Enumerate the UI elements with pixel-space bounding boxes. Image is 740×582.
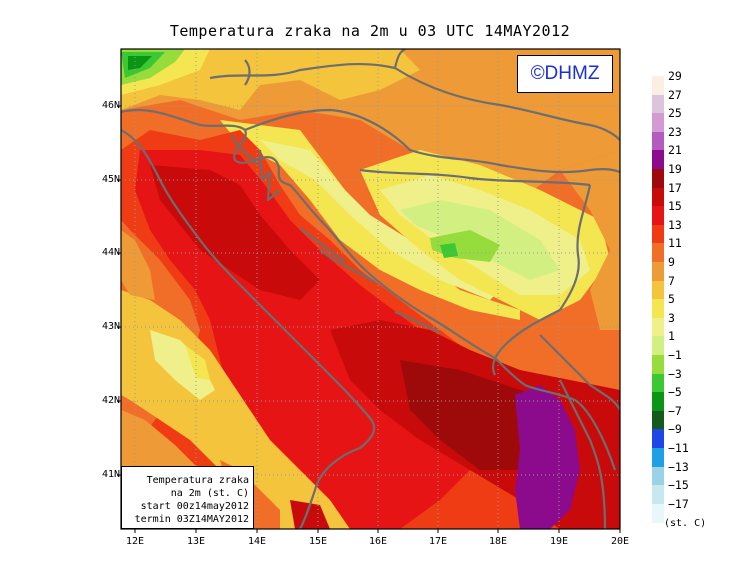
legend-label: −17 [668,496,689,511]
legend-swatch [652,113,664,133]
info-box: Temperatura zraka na 2m (st. C) start 00… [121,466,254,529]
legend-label: −9 [668,422,682,437]
legend-swatch [652,317,664,337]
lat-label-45n: 45N [101,174,120,185]
lon-label-13e: 13E [186,536,206,547]
lat-label-42n: 42N [101,395,120,406]
lon-label-15e: 15E [308,536,328,547]
legend-swatch [652,280,664,300]
legend-swatch [652,206,664,226]
legend-swatch [652,485,664,505]
legend-label: −3 [668,366,682,381]
lat-label-43n: 43N [101,321,120,332]
legend-label: 21 [668,143,682,158]
legend-swatch [652,448,664,467]
legend-label: 19 [668,162,682,176]
legend-label: −11 [668,441,689,455]
legend-swatch [652,503,664,523]
legend-label: 17 [668,180,682,195]
info-line-2: na 2m (st. C) [170,488,249,499]
info-line-4: termin 03Z14MAY2012 [134,514,249,525]
legend-swatch [652,169,664,188]
legend-swatch [652,224,664,244]
legend-label: 7 [668,273,675,288]
info-line-3: start 00z14may2012 [140,501,249,512]
legend-swatch [652,94,664,114]
legend-swatch [652,243,664,263]
lon-label-14e: 14E [247,536,267,547]
legend-label: 27 [668,87,682,102]
legend-label: 15 [668,199,682,214]
temperature-field [121,49,620,529]
legend-label: −15 [668,478,689,493]
lon-label-16e: 16E [368,536,388,547]
legend-swatch [652,355,664,374]
lon-label-12e: 12E [125,536,145,547]
legend-swatch [652,466,664,486]
legend-label: −13 [668,459,689,474]
legend-label: 5 [668,292,675,307]
legend-label: −7 [668,403,682,418]
map-frame [120,48,621,530]
graticule [121,49,620,529]
legend-swatch [652,392,664,412]
legend-swatch [652,410,664,430]
legend-label: 25 [668,106,682,121]
map-title: Temperatura zraka na 2m u 03 UTC 14MAY20… [169,22,571,40]
legend-swatch [652,373,664,393]
legend-label: 3 [668,310,675,325]
legend-swatch [652,76,664,95]
legend-swatch [652,187,664,207]
legend-swatch [652,262,664,281]
legend-label: 23 [668,124,682,139]
legend-label: −1 [668,348,682,362]
legend-label: 13 [668,217,682,232]
legend-label: 1 [668,329,675,344]
lon-label-19e: 19E [549,536,569,547]
lat-label-41n: 41N [101,469,120,480]
legend-label: 9 [668,255,675,269]
legend-swatch [652,429,664,449]
lon-label-20e: 20E [610,536,630,547]
legend-swatch [652,299,664,319]
legend-units: (st. C) [664,518,707,529]
legend-label: 11 [668,236,682,251]
dhmz-logo: ©DHMZ [517,55,613,93]
legend-label: −5 [668,385,682,400]
lat-label-44n: 44N [101,247,120,258]
axis-ticks [117,105,621,533]
lat-label-46n: 46N [101,100,120,111]
legend-swatch [652,131,664,151]
legend-label: 29 [668,69,682,83]
lon-label-18e: 18E [488,536,508,547]
lon-label-17e: 17E [428,536,448,547]
info-line-1: Temperatura zraka [146,475,249,486]
borders [121,49,620,529]
legend-swatch [652,150,664,170]
legend-swatch [652,336,664,356]
